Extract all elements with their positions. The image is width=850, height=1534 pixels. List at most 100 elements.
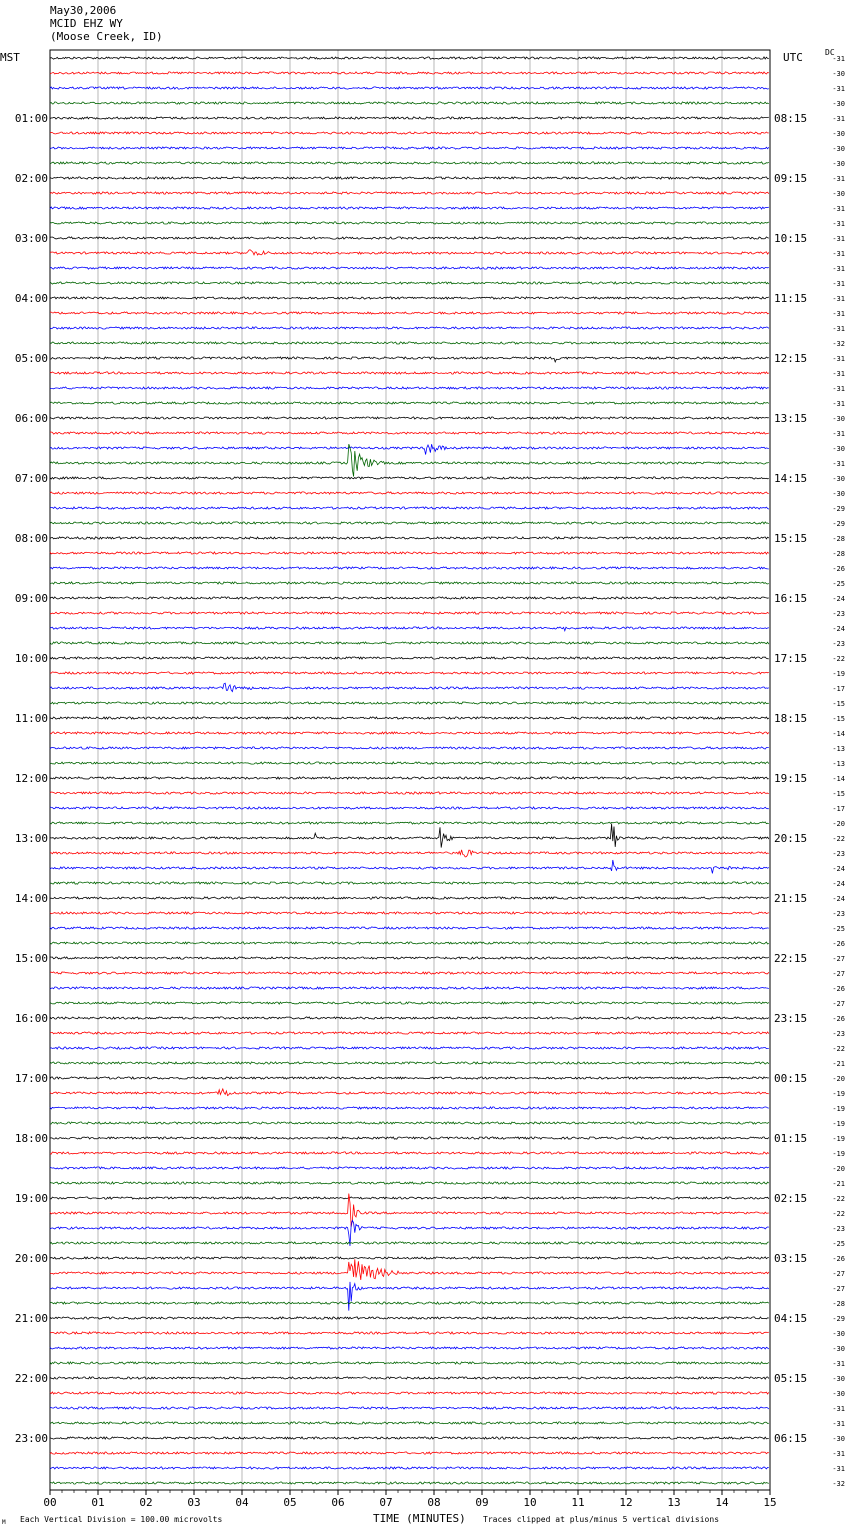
- trace-line: [50, 896, 769, 900]
- trace-line: [49, 596, 769, 600]
- left-hour-label: 04:00: [15, 292, 48, 305]
- right-hour-label: 22:15: [774, 952, 807, 965]
- dc-offset-label: -31: [832, 220, 845, 228]
- dc-offset-label: -13: [832, 745, 845, 753]
- trace-line: [49, 386, 769, 390]
- dc-offset-label: -31: [832, 265, 845, 273]
- dc-offset-label: -30: [832, 490, 845, 498]
- dc-offset-label: -24: [832, 595, 845, 603]
- dc-offset-label: -25: [832, 925, 845, 933]
- left-hour-label: 02:00: [15, 172, 48, 185]
- left-hour-label: 08:00: [15, 532, 48, 545]
- trace-line: [49, 1421, 769, 1425]
- dc-offset-label: -31: [832, 325, 845, 333]
- trace-line: [49, 71, 769, 75]
- right-hour-label: 21:15: [774, 892, 807, 905]
- x-tick-label: 09: [475, 1496, 488, 1509]
- dc-offset-label: -31: [832, 1420, 845, 1428]
- trace-line: [49, 443, 769, 477]
- dc-offset-label: -31: [832, 385, 845, 393]
- dc-offset-label: -31: [832, 295, 845, 303]
- dc-offset-label: -31: [832, 355, 845, 363]
- trace-line: [49, 536, 770, 540]
- trace-line: [50, 356, 769, 363]
- left-hour-label: 11:00: [15, 712, 48, 725]
- trace-line: [49, 1121, 770, 1125]
- left-hour-label: 13:00: [15, 832, 48, 845]
- trace-line: [49, 656, 769, 660]
- trace-line: [49, 1001, 770, 1005]
- trace-line: [49, 791, 770, 795]
- left-hour-label: 14:00: [15, 892, 48, 905]
- right-hour-label: 02:15: [774, 1192, 807, 1205]
- x-tick-label: 14: [715, 1496, 729, 1509]
- x-tick-label: 02: [139, 1496, 152, 1509]
- right-hour-label: 14:15: [774, 472, 807, 485]
- trace-line: [49, 266, 769, 270]
- right-hour-label: 09:15: [774, 172, 807, 185]
- trace-line: [49, 1166, 770, 1170]
- dc-offset-label: -30: [832, 70, 845, 78]
- left-hour-label: 05:00: [15, 352, 48, 365]
- dc-offset-label: -29: [832, 520, 845, 528]
- dc-offset-label: -20: [832, 1165, 845, 1173]
- x-tick-label: 07: [379, 1496, 392, 1509]
- trace-line: [49, 641, 770, 645]
- trace-line: [49, 776, 769, 780]
- dc-offset-label: -13: [832, 760, 845, 768]
- left-hour-label: 17:00: [15, 1072, 48, 1085]
- dc-offset-label: -22: [832, 1045, 845, 1053]
- left-hour-label: 01:00: [15, 112, 48, 125]
- trace-line: [49, 1181, 770, 1185]
- dc-offset-label: -30: [832, 100, 845, 108]
- dc-offset-label: -20: [832, 820, 845, 828]
- trace-line: [49, 1256, 769, 1260]
- dc-offset-label: -31: [832, 115, 845, 123]
- trace-line: [49, 311, 770, 315]
- trace-line: [49, 1196, 770, 1200]
- dc-offset-label: -28: [832, 535, 845, 543]
- x-tick-label: 08: [427, 1496, 440, 1509]
- dc-offset-label: -32: [832, 340, 845, 348]
- right-hour-label: 13:15: [774, 412, 807, 425]
- dc-offset-label: -25: [832, 1240, 845, 1248]
- trace-line: [49, 823, 770, 848]
- trace-line: [49, 491, 769, 495]
- right-hour-label: 05:15: [774, 1372, 807, 1385]
- trace-line: [49, 626, 769, 633]
- dc-offset-label: -30: [832, 1390, 845, 1398]
- left-hour-label: 06:00: [15, 412, 48, 425]
- trace-line: [49, 236, 769, 240]
- trace-line: [49, 1331, 769, 1335]
- trace-line: [49, 341, 769, 345]
- footer-mark: M: [2, 1519, 6, 1526]
- dc-offset-label: -15: [832, 715, 845, 723]
- dc-offset-label: -31: [832, 310, 845, 318]
- dc-offset-label: -31: [832, 400, 845, 408]
- dc-offset-label: -30: [832, 130, 845, 138]
- dc-offset-label: -30: [832, 1330, 845, 1338]
- dc-offset-label: -27: [832, 970, 845, 978]
- left-hour-label: 12:00: [15, 772, 48, 785]
- right-hour-label: 12:15: [774, 352, 807, 365]
- right-hour-label: 00:15: [774, 1072, 807, 1085]
- trace-line: [49, 476, 769, 480]
- dc-offset-label: -30: [832, 415, 845, 423]
- left-hour-label: 03:00: [15, 232, 48, 245]
- dc-offset-label: -22: [832, 1195, 845, 1203]
- right-hour-label: 04:15: [774, 1312, 807, 1325]
- trace-line: [49, 326, 770, 330]
- right-hour-label: 20:15: [774, 832, 807, 845]
- left-hour-label: 15:00: [15, 952, 48, 965]
- left-hour-label: 18:00: [15, 1132, 48, 1145]
- dc-offset-label: -15: [832, 790, 845, 798]
- trace-line: [49, 1219, 769, 1246]
- trace-line: [49, 1406, 770, 1410]
- right-hour-label: 01:15: [774, 1132, 807, 1145]
- trace-line: [49, 701, 769, 705]
- dc-offset-label: -26: [832, 565, 845, 573]
- dc-offset-label: -20: [832, 1075, 845, 1083]
- trace-line: [49, 1259, 770, 1280]
- trace-line: [49, 911, 769, 915]
- x-tick-label: 12: [619, 1496, 632, 1509]
